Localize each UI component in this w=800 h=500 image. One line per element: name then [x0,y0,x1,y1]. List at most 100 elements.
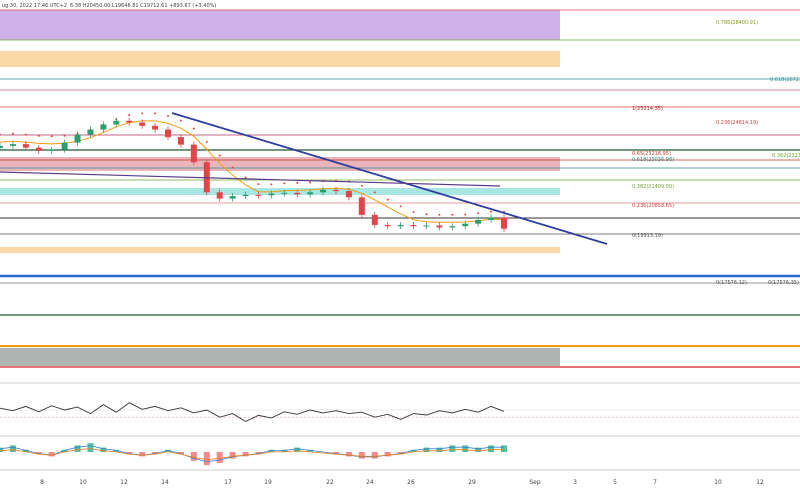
sar-dot [154,112,157,115]
x-tick-label: 14 [161,479,169,486]
sar-dot [24,133,27,136]
macd-histogram-bar [371,452,378,459]
macd-histogram-bar [113,449,120,452]
macd-histogram-bar [100,447,107,452]
candle-body [255,194,262,196]
macd-signal-line [0,448,504,461]
candle-body [436,225,443,228]
sar-dot [37,134,40,137]
sar-dot [179,119,182,122]
purple-trend-line[interactable] [0,171,501,187]
fib-level-label: 0.618(26721 [770,77,800,83]
candle-body [22,144,29,148]
candle-body [9,144,16,146]
macd-histogram-bar [345,452,352,457]
macd-histogram-bar [177,452,184,455]
candle-body [371,214,378,225]
x-tick-label: 24 [366,479,374,486]
macd-histogram-bar [203,452,210,466]
fib-level-label: 0(19913.19) [632,233,663,239]
macd-histogram-bar [48,452,55,457]
macd-histogram-bar [501,445,507,452]
fib-level-label: 0.236(20858.65) [632,203,674,209]
macd-histogram-bar [358,452,365,459]
candle-body [229,196,236,199]
macd-histogram-bar [397,452,404,455]
purple-zone [0,10,560,40]
fib-level-label: 0(17576.12) [716,280,747,286]
pink-zone [0,157,560,171]
candle-body [423,225,430,227]
downtrend-line[interactable] [171,112,608,245]
fib-level-label: 0.382(21409.00) [632,184,674,190]
macd-histogram-bar [268,449,275,452]
candle-body [152,125,159,130]
macd-histogram-bar [165,449,171,452]
fib-level-label: 0.618(23036.98) [632,157,674,163]
candle-body [333,189,339,192]
candle-body [0,145,3,148]
candle-body [100,124,107,130]
candle-body [190,144,197,163]
chart-date-header: ug 30, 2022 17:46 UTC+2 [2,3,67,9]
x-tick-label: Sep [529,479,541,486]
trendline-layer [0,112,608,245]
macd-histogram-bar [242,452,249,457]
sar-dot [451,213,454,216]
macd-histogram-bar [410,449,417,452]
macd-histogram-bar [294,447,301,452]
macd-histogram-bar [462,445,469,452]
fib-level-label: 0.786(28400.91) [716,20,758,26]
macd-histogram-bar [488,445,495,452]
oscillator-line [0,402,505,423]
candle-body [87,129,94,135]
sar-dot [412,211,415,214]
sar-dot [399,205,402,208]
x-tick-label: 8 [40,479,44,486]
gray-zone [0,348,560,366]
sar-dot [360,184,363,187]
macd-histogram-bar [0,447,3,452]
macd-histogram-bar [74,445,81,452]
candle-body [281,192,288,194]
fib-level-label: 0.382(2323 [772,153,800,159]
x-tick-label: 26 [407,479,415,486]
fib-label-layer: 0.786(28400.91) 0.618(26721 1(25214.35) 0.2… [632,20,800,286]
macd-histogram-bar [22,449,29,452]
macd-histogram-bar [281,449,288,452]
x-tick-label: 7 [653,479,657,486]
candle-body [35,147,42,151]
macd-pane [0,443,507,466]
x-tick-label: 3 [573,479,577,486]
candle-body [410,224,417,227]
candle-body [177,137,184,145]
macd-histogram-bar [449,445,456,452]
sar-dot [218,154,221,157]
sar-dot [0,133,1,136]
macd-histogram-bar [384,452,391,457]
orange-zone-bottom [0,247,560,253]
macd-histogram-bar [475,447,482,452]
x-tick-label: 17 [224,479,232,486]
sar-dot [141,112,144,115]
macd-histogram-bar [436,447,443,452]
candle-body [294,192,301,195]
candle-body [397,224,404,227]
sar-dot [490,210,493,213]
candle-body [126,120,133,123]
x-tick-label: 5 [613,479,617,486]
sar-dot [386,198,389,201]
candle-body [358,197,365,215]
macd-histogram-bar [139,452,146,457]
sar-dot [50,135,53,138]
ohlc-readout: 6.38 H20450.00 L19648.81 C19712.61 +893.… [70,3,216,9]
sar-dot [464,213,467,216]
x-tick-label: 19 [264,479,272,486]
candle-body [165,129,171,138]
macd-histogram-bar [61,449,68,452]
time-axis: 8 10 12 14 17 19 22 24 26 29 Sep 3 5 7 10 12 [40,479,764,486]
macd-histogram-bar [152,452,159,455]
sar-dot [192,127,195,130]
